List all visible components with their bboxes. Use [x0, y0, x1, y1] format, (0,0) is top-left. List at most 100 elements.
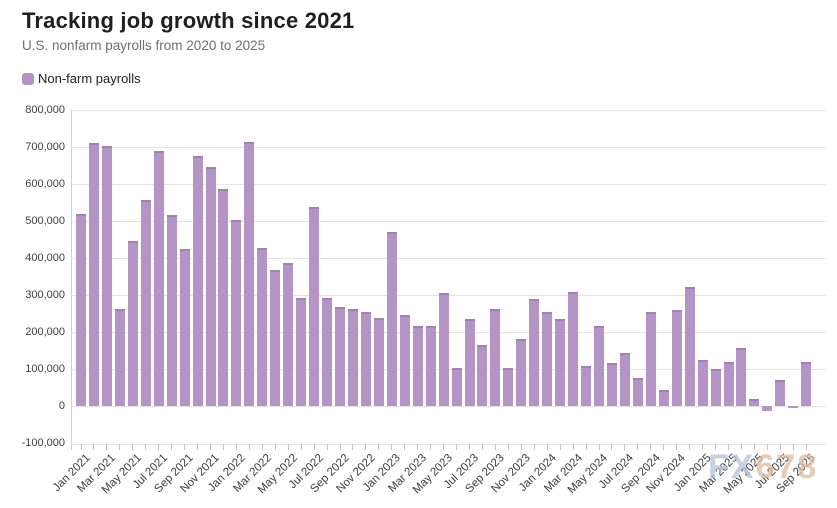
gridline	[71, 147, 826, 149]
bar-aug-2023[interactable]	[477, 345, 488, 407]
bar-mar-2022[interactable]	[257, 247, 268, 407]
bar-mar-2024[interactable]	[568, 291, 579, 407]
x-axis-tick	[197, 443, 199, 450]
bar-jan-2024[interactable]	[542, 311, 553, 407]
bar-may-2023[interactable]	[438, 293, 449, 407]
bar-may-2021[interactable]	[127, 240, 138, 407]
x-axis-tick	[637, 443, 639, 450]
x-axis-tick	[663, 443, 665, 450]
bar-may-2022[interactable]	[283, 263, 294, 407]
bar-oct-2022[interactable]	[347, 308, 358, 407]
bar-dec-2022[interactable]	[373, 317, 384, 407]
x-axis-tick	[210, 443, 211, 450]
bar-aug-2025[interactable]	[788, 406, 799, 408]
x-axis-tick	[132, 443, 134, 450]
bar-oct-2021[interactable]	[192, 155, 203, 407]
bar-feb-2023[interactable]	[399, 314, 410, 407]
bar-mar-2021[interactable]	[101, 145, 112, 407]
gridline	[71, 258, 826, 260]
x-axis-tick	[779, 443, 781, 450]
bar-feb-2024[interactable]	[555, 318, 566, 407]
y-axis-label: 700,000	[25, 140, 65, 153]
bar-jul-2023[interactable]	[464, 318, 475, 407]
bar-aug-2021[interactable]	[166, 214, 177, 407]
bar-aug-2024[interactable]	[632, 377, 643, 407]
bar-sep-2023[interactable]	[490, 309, 501, 407]
x-axis-tick	[559, 443, 561, 450]
x-axis-tick	[235, 443, 237, 450]
x-axis-tick	[339, 443, 341, 450]
bar-jan-2021[interactable]	[76, 213, 86, 407]
bar-jul-2021[interactable]	[153, 151, 164, 407]
x-axis-tick	[274, 443, 276, 450]
y-axis-label: 400,000	[25, 251, 65, 264]
y-axis-label: 300,000	[25, 288, 65, 301]
bar-apr-2021[interactable]	[114, 308, 125, 407]
bar-sep-2022[interactable]	[335, 306, 345, 407]
bar-feb-2025[interactable]	[710, 368, 721, 407]
bar-mar-2023[interactable]	[412, 326, 423, 407]
x-axis-tick	[184, 443, 186, 450]
bar-jun-2022[interactable]	[296, 297, 307, 407]
bar-apr-2022[interactable]	[270, 270, 281, 407]
x-axis-tick	[300, 443, 302, 450]
bar-jan-2022[interactable]	[231, 219, 242, 407]
bar-sep-2024[interactable]	[645, 311, 656, 407]
y-axis-label: 600,000	[25, 177, 65, 190]
bar-may-2025[interactable]	[749, 399, 760, 407]
bar-jul-2022[interactable]	[309, 207, 320, 407]
x-axis-tick	[624, 443, 626, 450]
x-axis-tick	[676, 443, 678, 450]
bar-sep-2021[interactable]	[179, 249, 190, 407]
x-axis-tick	[365, 443, 367, 450]
bar-feb-2021[interactable]	[88, 143, 99, 407]
x-axis-tick	[728, 443, 729, 450]
x-axis-tick	[119, 443, 121, 450]
x-axis-tick	[753, 443, 755, 450]
gridline	[71, 184, 826, 186]
x-axis-tick	[93, 443, 95, 450]
bar-nov-2024[interactable]	[671, 309, 682, 407]
x-axis-tick	[689, 443, 691, 450]
bar-apr-2025[interactable]	[736, 347, 747, 407]
x-axis-tick	[766, 443, 768, 450]
bar-nov-2021[interactable]	[205, 166, 216, 407]
bar-apr-2023[interactable]	[425, 326, 436, 407]
y-axis-label: 0	[58, 399, 65, 412]
y-axis-label: -100,000	[21, 437, 65, 449]
bar-jun-2023[interactable]	[451, 367, 462, 407]
x-axis-tick	[430, 443, 432, 450]
x-axis-tick	[443, 443, 445, 450]
bar-jul-2025[interactable]	[775, 379, 786, 407]
x-axis-tick	[145, 443, 147, 450]
bar-dec-2021[interactable]	[218, 188, 229, 407]
bar-jul-2024[interactable]	[619, 353, 630, 407]
x-axis-tick	[456, 443, 458, 450]
bar-oct-2023[interactable]	[503, 367, 514, 407]
bar-nov-2023[interactable]	[516, 339, 527, 407]
bar-oct-2024[interactable]	[658, 390, 669, 407]
bar-apr-2024[interactable]	[581, 366, 592, 407]
bar-jun-2024[interactable]	[606, 362, 617, 407]
y-axis-line	[71, 110, 72, 450]
bar-sep-2025[interactable]	[801, 362, 812, 407]
bar-may-2024[interactable]	[594, 326, 604, 407]
bar-mar-2025[interactable]	[723, 361, 734, 407]
legend[interactable]: Non-farm payrolls	[22, 71, 141, 86]
bar-nov-2022[interactable]	[360, 311, 371, 407]
x-axis-tick	[261, 443, 263, 450]
bar-jun-2021[interactable]	[140, 200, 151, 407]
bar-dec-2023[interactable]	[529, 298, 540, 407]
bar-dec-2024[interactable]	[684, 286, 695, 407]
bar-jan-2023[interactable]	[386, 231, 397, 407]
bar-feb-2022[interactable]	[244, 141, 255, 407]
bar-jun-2025[interactable]	[762, 406, 773, 412]
x-axis-tick	[391, 443, 393, 450]
chart-title: Tracking job growth since 2021	[22, 8, 355, 33]
bar-jan-2025[interactable]	[697, 360, 708, 407]
gridline	[71, 443, 826, 445]
legend-swatch-icon	[22, 72, 34, 85]
bar-aug-2022[interactable]	[322, 298, 333, 407]
